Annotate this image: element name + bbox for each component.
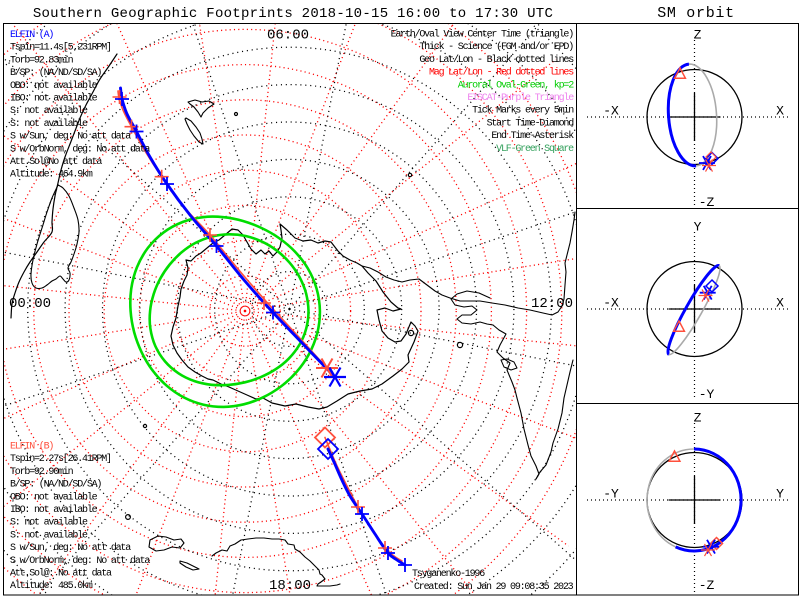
svg-text:Geo Lat/Lon - Black dotted lin: Geo Lat/Lon - Black dotted lines xyxy=(419,54,574,66)
svg-text:IBO: not available: IBO: not available xyxy=(10,504,98,516)
svg-text:S w/Sun, deg: No att data: S w/Sun, deg: No att data xyxy=(10,131,131,143)
svg-text:B/SP: (NA/ND/SD/SA): B/SP: (NA/ND/SD/SA) xyxy=(10,479,101,491)
svg-text:Created: Sun Jan 29 09:08:35 2: Created: Sun Jan 29 09:08:35 2023 xyxy=(414,581,574,593)
svg-text:S w/OrbNorm, deg: No att data: S w/OrbNorm, deg: No att data xyxy=(10,143,150,155)
svg-text:Thick - Science (FGM and/or EP: Thick - Science (FGM and/or EPD) xyxy=(419,41,573,53)
svg-text:06:00: 06:00 xyxy=(267,28,309,44)
svg-text:Z: Z xyxy=(694,28,702,43)
svg-text:00:00: 00:00 xyxy=(9,296,51,312)
svg-text:-X: -X xyxy=(603,296,619,311)
svg-text:ELFIN (A): ELFIN (A) xyxy=(10,29,53,41)
svg-text:IBO: not available: IBO: not available xyxy=(10,93,98,105)
svg-text:S: not available: S: not available xyxy=(10,118,88,130)
svg-text:OBO: not available: OBO: not available xyxy=(10,491,98,503)
svg-text:S: not available: S: not available xyxy=(10,105,88,117)
svg-text:Tick Marks every 5min: Tick Marks every 5min xyxy=(472,105,574,117)
svg-text:Altitude: 464.9km: Altitude: 464.9km xyxy=(10,169,93,181)
svg-text:S: not available: S: not available xyxy=(10,517,88,529)
svg-text:B/SP: (NA/ND/SD/SA): B/SP: (NA/ND/SD/SA) xyxy=(10,67,101,79)
svg-text:Tsyganenko-1996: Tsyganenko-1996 xyxy=(412,568,485,580)
svg-text:VLF-Green Square: VLF-Green Square xyxy=(496,144,574,155)
svg-text:OBO: not available: OBO: not available xyxy=(10,80,98,92)
svg-text:X: X xyxy=(776,296,784,311)
svg-text:Y: Y xyxy=(776,487,784,502)
svg-text:S w/Sun, deg: No att data: S w/Sun, deg: No att data xyxy=(10,542,131,554)
svg-text:-X: -X xyxy=(603,104,619,119)
svg-text:ELFIN (B): ELFIN (B) xyxy=(10,441,53,453)
svg-text:Tspin=11.4s[5.231RPM]: Tspin=11.4s[5.231RPM] xyxy=(10,42,111,54)
svg-text:18:00: 18:00 xyxy=(269,578,311,594)
svg-text:-Y: -Y xyxy=(603,487,619,502)
svg-text:-Z: -Z xyxy=(699,195,715,210)
svg-text:12:00: 12:00 xyxy=(531,296,573,312)
svg-text:Southern Geographic Footprints: Southern Geographic Footprints 2018-10-1… xyxy=(33,6,553,22)
svg-text:Att.Sol@No att data: Att.Sol@No att data xyxy=(10,156,102,168)
svg-text:-Z: -Z xyxy=(699,578,715,593)
svg-text:S w/OrbNorm, deg: No att data: S w/OrbNorm, deg: No att data xyxy=(10,555,150,567)
svg-text:Earth/Oval View Center Time (t: Earth/Oval View Center Time (triangle) xyxy=(391,29,574,41)
svg-text:X: X xyxy=(776,104,784,119)
svg-text:Start Time-Diamond: Start Time-Diamond xyxy=(487,117,575,129)
svg-text:S: not available: S: not available xyxy=(10,529,88,541)
svg-text:Att.Sol@: No att data: Att.Sol@: No att data xyxy=(10,568,112,580)
svg-text:Mag Lat/Lon - Red dotted lines: Mag Lat/Lon - Red dotted lines xyxy=(429,67,574,79)
svg-text:Tspin=2.27s[26.41RPM]: Tspin=2.27s[26.41RPM] xyxy=(10,453,111,465)
svg-text:Torb=92.83min: Torb=92.83min xyxy=(10,54,74,66)
svg-text:End Time-Asterisk: End Time-Asterisk xyxy=(491,130,574,142)
svg-text:EISCAT-Purple Triangle: EISCAT-Purple Triangle xyxy=(467,92,574,104)
svg-text:Z: Z xyxy=(694,411,702,426)
svg-text:SM orbit: SM orbit xyxy=(657,5,735,22)
svg-text:Altitude: 485.0km: Altitude: 485.0km xyxy=(10,580,93,592)
svg-text:Auroral Oval-Green, kp=2: Auroral Oval-Green, kp=2 xyxy=(458,79,574,91)
svg-text:Torb=92.90min: Torb=92.90min xyxy=(10,466,74,478)
svg-text:Y: Y xyxy=(694,220,702,235)
svg-text:-Y: -Y xyxy=(699,387,715,402)
